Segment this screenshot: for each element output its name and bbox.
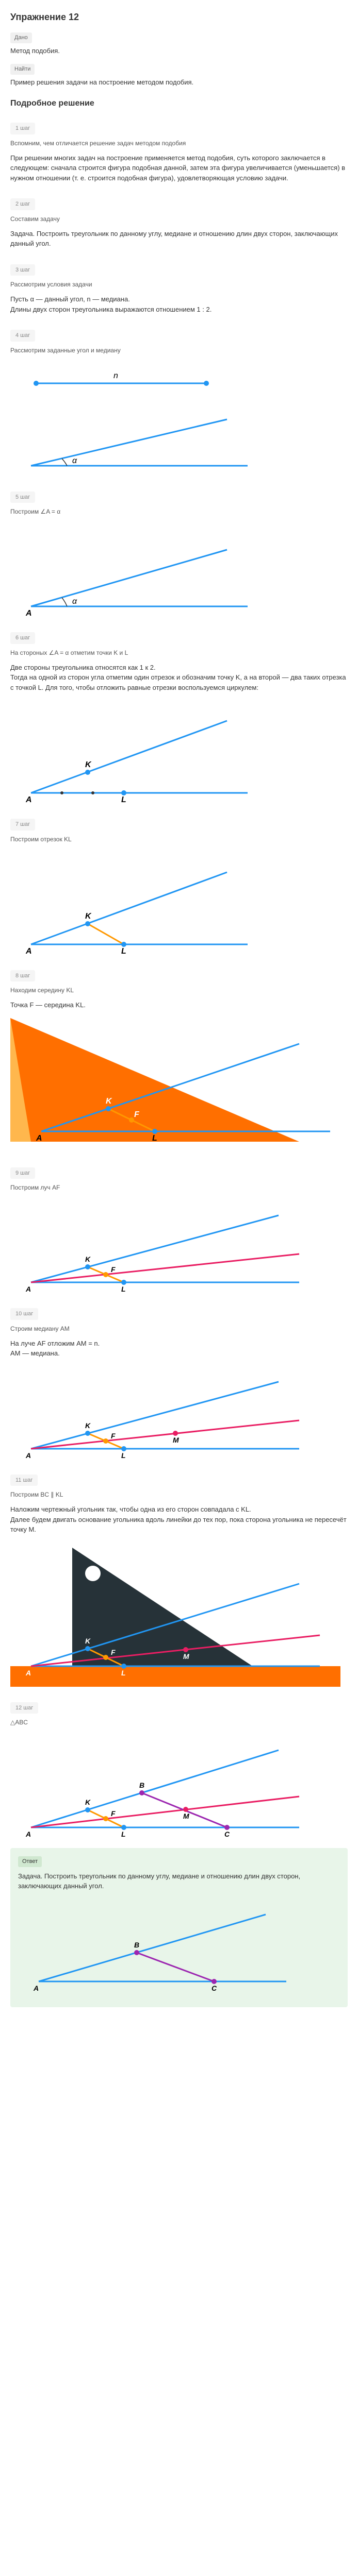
label-K: K	[85, 1421, 91, 1430]
step-subtitle: Рассмотрим условия задачи	[10, 280, 348, 289]
answer-text: Задача. Построить треугольник по данному…	[18, 1871, 340, 1891]
step-label: 7 шаг	[10, 819, 35, 831]
step-text: На луче AF отложим AM = n. AM — медиана.	[10, 1338, 348, 1359]
step-text: При решении многих задач на построение п…	[10, 153, 348, 183]
label-K: K	[85, 1637, 91, 1645]
diagram-midpoint-f: K F L A	[10, 1018, 348, 1152]
label-A: A	[36, 1134, 42, 1143]
step-text: Пусть α — данный угол, n — медиана. Длин…	[10, 294, 348, 314]
step-label: 1 шаг	[10, 123, 35, 134]
diagram-abc: K F L M B C A	[10, 1735, 348, 1838]
step-subtitle: На стороных ∠A = α отметим точки K и L	[10, 648, 348, 657]
step-subtitle: Строим медиану AM	[10, 1324, 348, 1333]
label-K: K	[85, 1255, 91, 1263]
label-B: B	[139, 1781, 144, 1789]
step-label: 11 шаг	[10, 1475, 38, 1486]
given-label: Дано	[10, 32, 32, 43]
label-M: M	[183, 1812, 189, 1820]
find-label: Найти	[10, 64, 35, 75]
step-subtitle: △ABC	[10, 1718, 348, 1727]
step-label: 9 шаг	[10, 1167, 35, 1179]
step-label: 2 шаг	[10, 198, 35, 210]
label-A: A	[25, 1451, 31, 1459]
label-A: A	[25, 1669, 31, 1677]
diagram-angle-a: α A	[10, 524, 348, 617]
step-text: Задача. Построить треугольник по данному…	[10, 229, 348, 249]
diagram-median-angle: n α	[10, 363, 348, 476]
diagram-points-kl: K L A	[10, 700, 348, 803]
label-K: K	[85, 1798, 91, 1806]
step-text: Две стороны треугольника относятся как 1…	[10, 663, 348, 693]
step-subtitle: Построим отрезок KL	[10, 835, 348, 844]
step-subtitle: Построим BC ∥ KL	[10, 1490, 348, 1499]
answer-box: Ответ Задача. Построить треугольник по д…	[10, 1848, 348, 2007]
step-label: 10 шаг	[10, 1308, 38, 1320]
diagram-segment-kl: K L A	[10, 852, 348, 955]
diagram-answer: B C A	[18, 1899, 340, 1992]
page-title: Упражнение 12	[10, 10, 348, 24]
label-A: A	[25, 1285, 31, 1293]
label-C: C	[211, 1984, 217, 1992]
label-alpha: α	[72, 456, 77, 465]
diagram-median-am: K F L M A	[10, 1366, 348, 1459]
label-B: B	[134, 1941, 139, 1949]
solution-heading: Подробное решение	[10, 97, 348, 110]
step-text: Точка F — середина KL.	[10, 1000, 348, 1010]
label-L: L	[121, 1285, 126, 1293]
label-F: F	[111, 1648, 116, 1656]
step-subtitle: Вспомним, чем отличается решение задач м…	[10, 139, 348, 148]
label-n: n	[113, 371, 118, 380]
step-subtitle: Построим луч AF	[10, 1183, 348, 1192]
label-A: A	[25, 795, 32, 803]
step-label: 5 шаг	[10, 492, 35, 503]
label-A: A	[25, 1830, 31, 1838]
label-K: K	[106, 1097, 112, 1106]
find-text: Пример решения задачи на построение мето…	[10, 77, 348, 88]
step-subtitle: Находим середину KL	[10, 986, 348, 995]
label-F: F	[111, 1809, 116, 1818]
label-M: M	[173, 1436, 179, 1444]
given-text: Метод подобия.	[10, 46, 348, 56]
label-F: F	[111, 1265, 116, 1274]
label-F: F	[134, 1110, 140, 1119]
label-L: L	[121, 795, 126, 803]
step-label: 6 шаг	[10, 632, 35, 644]
label-A: A	[33, 1984, 39, 1992]
label-L: L	[152, 1134, 157, 1143]
label-L: L	[121, 1830, 126, 1838]
step-subtitle: Составим задачу	[10, 214, 348, 224]
step-text: Наложим чертежный угольник так, чтобы од…	[10, 1504, 348, 1535]
label-L: L	[121, 1451, 126, 1459]
answer-label: Ответ	[18, 1856, 42, 1867]
step-subtitle: Построим ∠A = α	[10, 507, 348, 516]
step-label: 8 шаг	[10, 970, 35, 982]
label-M: M	[183, 1652, 189, 1660]
step-subtitle: Рассмотрим заданные угол и медиану	[10, 346, 348, 355]
label-alpha: α	[72, 597, 77, 606]
step-label: 3 шаг	[10, 264, 35, 276]
label-F: F	[111, 1432, 116, 1440]
label-L: L	[121, 1669, 126, 1677]
step-label: 12 шаг	[10, 1702, 38, 1714]
label-L: L	[121, 947, 126, 955]
label-K: K	[85, 912, 92, 921]
diagram-ray-af: K F L A	[10, 1200, 348, 1293]
step-label: 4 шаг	[10, 330, 35, 342]
label-A: A	[25, 947, 32, 955]
diagram-bc-parallel: K F L M A	[10, 1543, 348, 1687]
label-A: A	[25, 609, 32, 617]
label-C: C	[224, 1830, 230, 1838]
label-K: K	[85, 760, 92, 769]
